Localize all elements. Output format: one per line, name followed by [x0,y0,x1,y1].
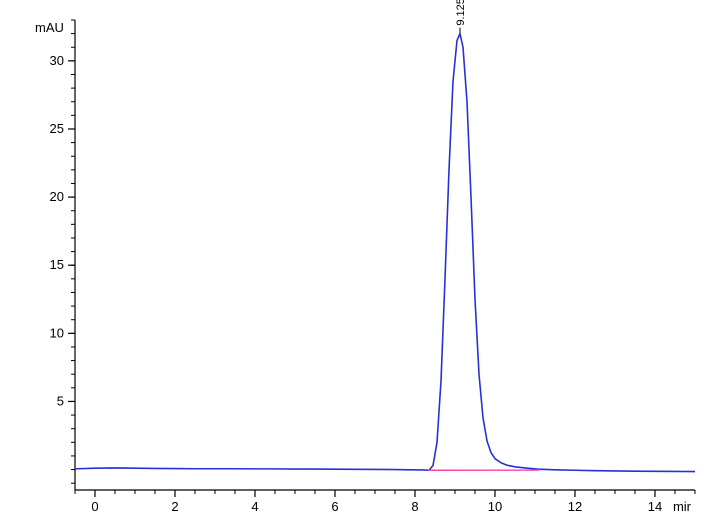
chromatogram-chart: 0 2 4 6 8 10 12 14 5 10 15 20 25 30 mAU mir 9.125 [0,0,720,528]
y-tick-label: 20 [50,189,64,204]
x-axis-label: mir [673,499,692,514]
x-tick-label: 10 [488,499,502,514]
y-tick-label: 10 [50,325,64,340]
peak-label: 9.125 [455,0,467,26]
x-tick-label: 2 [171,499,178,514]
y-tick-label: 25 [50,121,64,136]
y-tick-label: 5 [57,393,64,408]
y-tick-label: 15 [50,257,64,272]
x-tick-label: 14 [648,499,662,514]
y-axis-label: mAU [35,20,64,35]
x-tick-label: 8 [411,499,418,514]
chart-svg: 0 2 4 6 8 10 12 14 5 10 15 20 25 30 mAU mir 9.125 [0,0,720,528]
x-tick-label: 12 [568,499,582,514]
y-tick-label: 30 [50,53,64,68]
x-tick-label: 6 [331,499,338,514]
x-tick-label: 0 [91,499,98,514]
x-tick-label: 4 [251,499,258,514]
